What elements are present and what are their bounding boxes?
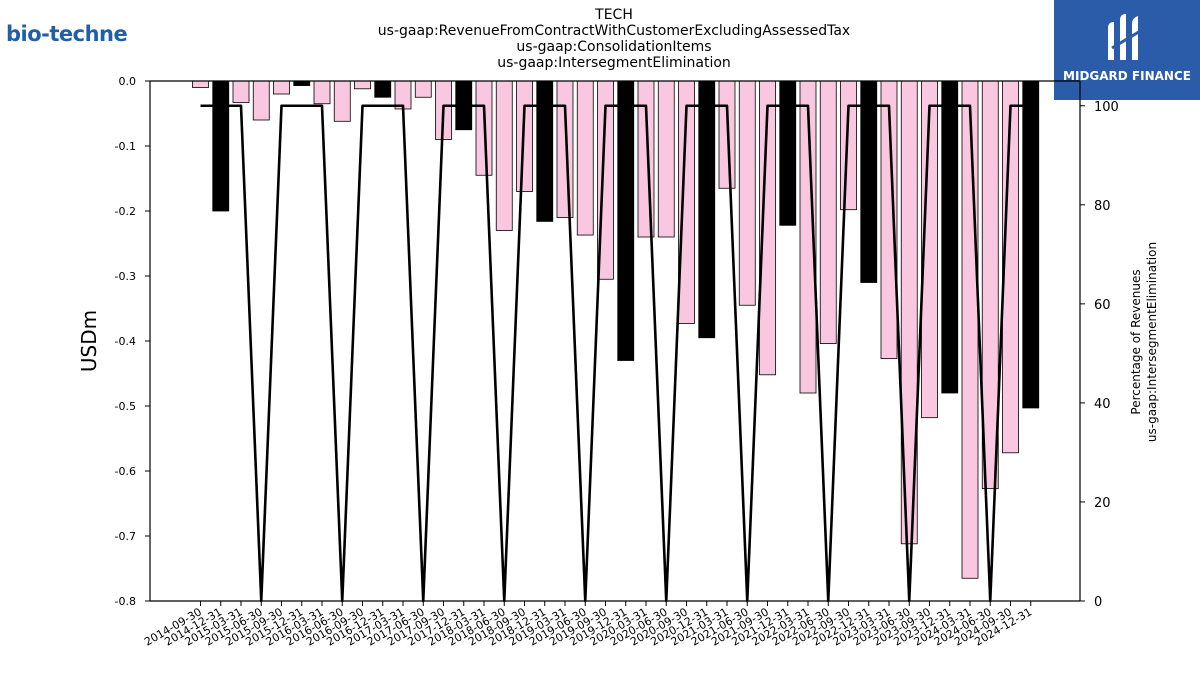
bar-2015-06-30 [252, 80, 270, 121]
midgard-finance-name: MIDGARD FINANCE [1063, 69, 1191, 83]
bar-2017-06-30 [414, 80, 432, 98]
y-tick-label: -0.5 [115, 400, 136, 413]
bar-2019-12-31 [617, 80, 635, 361]
y2-tick-label: 80 [1094, 199, 1111, 214]
bar-2015-12-31 [293, 80, 311, 86]
bar-2019-06-30 [576, 80, 594, 236]
bar-2014-12-31 [212, 80, 230, 212]
y-tick-label: -0.1 [115, 140, 136, 153]
y-tick-label: -0.7 [115, 530, 136, 543]
y-tick-label: -0.2 [115, 205, 136, 218]
y2-tick-label: 0 [1094, 595, 1102, 610]
y2-axis-label-line-2: us-gaap:IntersegmentElimination [1145, 242, 1159, 442]
labels-layer: 0.0 -0.1 -0.2 -0.3 -0.4 -0.5 -0.6 -0.7 -0.8 0 20 40… [77, 75, 1159, 649]
y2-tick-label: 60 [1094, 298, 1111, 313]
midgard-finance-logo: MIDGARD FINANCE [1054, 0, 1200, 100]
y2-axis-label-line-1: Percentage of Revenues [1129, 269, 1143, 414]
y-tick-label: -0.3 [115, 270, 136, 283]
bar-2016-06-30 [333, 80, 351, 122]
bar-2021-06-30 [738, 80, 756, 306]
chart-title-line-3: us-gaap:ConsolidationItems [516, 39, 712, 55]
bar-2016-09-30 [354, 80, 371, 90]
bar-2016-12-31 [374, 80, 392, 98]
y-tick-label: -0.4 [115, 335, 136, 348]
bar-2021-12-31 [779, 80, 797, 226]
y2-tick-label: 100 [1094, 100, 1119, 115]
bar-2014-09-30 [192, 80, 209, 88]
y-axis-label: USDm [77, 310, 101, 372]
y2-tick-label: 40 [1094, 397, 1111, 412]
percentage-line [200, 104, 1031, 603]
bar-2019-03-31 [556, 80, 574, 218]
bar-2022-12-31 [860, 80, 878, 283]
bar-2024-03-31 [961, 80, 979, 579]
bar-2024-12-31 [1022, 80, 1040, 409]
chart-title-line-2: us-gaap:RevenueFromContractWithCustomerE… [377, 23, 851, 39]
y-tick-label: -0.6 [115, 465, 136, 478]
bar-2020-06-30 [657, 80, 675, 238]
bar-2020-12-31 [698, 80, 716, 339]
bars-layer [192, 80, 1040, 579]
bar-2022-09-30 [840, 80, 857, 211]
bio-techne-logo: bio-techne [6, 22, 128, 46]
y2-tick-label: 20 [1094, 496, 1111, 511]
chart-title-line-1: TECH [595, 7, 633, 23]
bar-2015-03-31 [232, 80, 250, 103]
bar-2016-03-31 [313, 80, 331, 105]
bar-2022-06-30 [819, 80, 837, 345]
y-tick-label: -0.8 [115, 595, 136, 608]
bar-2018-06-30 [495, 80, 513, 231]
bar-2023-12-31 [941, 80, 959, 394]
bar-2018-12-31 [536, 80, 554, 222]
bar-2024-06-30 [981, 80, 999, 489]
bar-2015-09-30 [273, 80, 290, 95]
y-tick-label: 0.0 [119, 75, 137, 88]
midgard-logo-icon [1108, 14, 1143, 60]
axes-layer [145, 80, 1085, 606]
chart-title-line-4: us-gaap:IntersegmentElimination [497, 55, 731, 71]
